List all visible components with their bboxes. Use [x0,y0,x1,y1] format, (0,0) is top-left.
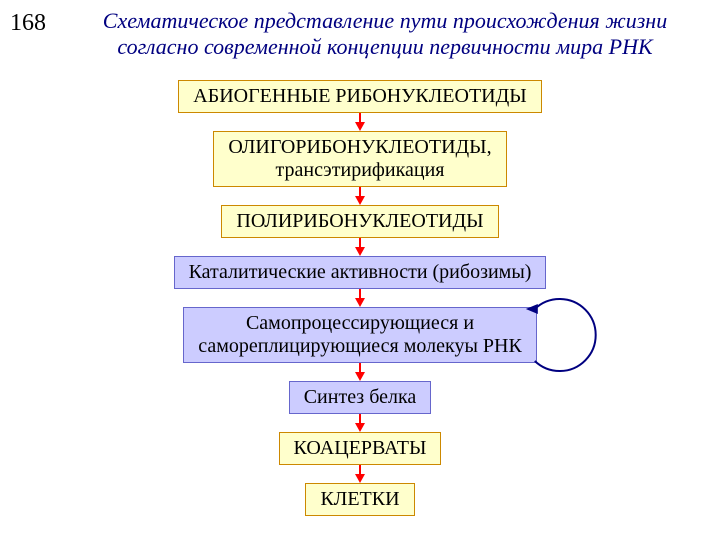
flow-node-n7: КОАЦЕРВАТЫ [279,432,442,465]
flow-arrow [355,187,365,205]
flow-arrow [355,414,365,432]
flow-node-n5: Самопроцессирующиеся исамореплицирующиес… [183,307,537,363]
flow-arrow [355,465,365,483]
flow-arrow [355,363,365,381]
flow-arrow [355,113,365,131]
flow-node-n8: КЛЕТКИ [305,483,414,516]
flow-arrow [355,289,365,307]
flow-node-n1: АБИОГЕННЫЕ РИБОНУКЛЕОТИДЫ [178,80,541,113]
flow-arrow [355,238,365,256]
flowchart: АБИОГЕННЫЕ РИБОНУКЛЕОТИДЫ ОЛИГОРИБОНУКЛЕО… [0,80,720,516]
flow-node-n3: ПОЛИРИБОНУКЛЕОТИДЫ [221,205,498,238]
flow-node-n2: ОЛИГОРИБОНУКЛЕОТИДЫ,трансэтирификация [213,131,506,187]
diagram-title: Схематическое представление пути происхо… [70,8,700,61]
flow-node-n6: Синтез белка [289,381,432,414]
flow-node-n4: Каталитические активности (рибозимы) [174,256,547,289]
page-number: 168 [10,10,46,37]
